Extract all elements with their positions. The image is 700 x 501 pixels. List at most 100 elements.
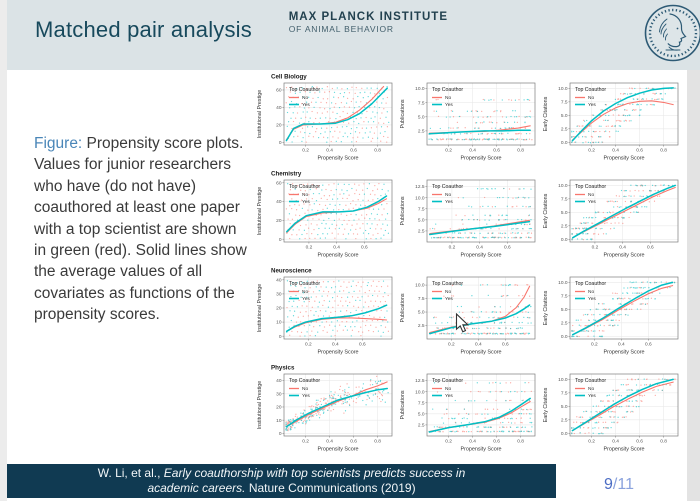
- svg-text:0.8: 0.8: [660, 439, 667, 445]
- svg-text:7.5: 7.5: [561, 390, 568, 396]
- svg-text:Propensity Score: Propensity Score: [460, 350, 501, 356]
- svg-text:0: 0: [279, 140, 282, 146]
- svg-text:0.2: 0.2: [448, 342, 455, 348]
- svg-text:Early Citations: Early Citations: [543, 96, 549, 131]
- svg-text:Top Coauthor: Top Coauthor: [575, 378, 606, 384]
- svg-text:0: 0: [279, 431, 282, 437]
- svg-text:30: 30: [276, 292, 282, 298]
- svg-text:0.0: 0.0: [561, 237, 568, 243]
- svg-text:No: No: [302, 289, 308, 295]
- svg-text:Yes: Yes: [302, 393, 310, 399]
- svg-text:Propensity Score: Propensity Score: [603, 253, 644, 259]
- panel-cell-biology-publications: 2.5 5.0 7.5 10.0 0.2 0.4 0.6 0.8 Top Coauthor NoY…: [400, 82, 536, 162]
- page-number: 9/11: [604, 476, 634, 493]
- svg-text:5.0: 5.0: [418, 411, 425, 417]
- citation-line1: W. Li, et al., Early coauthorship with t…: [97, 466, 466, 480]
- svg-text:Yes: Yes: [588, 296, 596, 302]
- svg-text:20: 20: [276, 306, 282, 312]
- svg-text:7.5: 7.5: [418, 100, 425, 106]
- svg-text:Yes: Yes: [302, 199, 310, 205]
- svg-text:0.4: 0.4: [475, 342, 482, 348]
- svg-text:Top Coauthor: Top Coauthor: [575, 87, 606, 93]
- svg-text:No: No: [588, 95, 594, 101]
- svg-text:Propensity Score: Propensity Score: [317, 350, 358, 356]
- svg-text:Top Coauthor: Top Coauthor: [289, 378, 320, 384]
- svg-text:0.2: 0.2: [588, 148, 595, 154]
- institute-name-line2: OF ANIMAL BEHAVIOR: [288, 24, 394, 34]
- svg-text:0.2: 0.2: [445, 439, 452, 445]
- svg-text:0.4: 0.4: [333, 245, 340, 251]
- svg-text:10.0: 10.0: [558, 86, 568, 92]
- panel-neuroscience-early-citations: 0.0 2.5 5.0 7.5 10.0 0.2 0.4 0.6 Top Coauthor NoY…: [543, 276, 679, 356]
- panel-chemistry-institutional-prestige: Chemistry 0 20 40 60 0.2 0.4 0.6 Top Coauthor NoY…: [257, 171, 393, 259]
- figure-caption: Figure: Propensity score plots. Values f…: [34, 133, 250, 325]
- svg-text:2.5: 2.5: [418, 423, 425, 429]
- svg-text:10.0: 10.0: [415, 195, 425, 201]
- svg-text:Cell Biology: Cell Biology: [271, 74, 307, 81]
- panel-cell-biology-institutional-prestige: Cell Biology 0 20 40 60 0.2 0.4 0.6 0.8 Top Coaut…: [257, 74, 393, 162]
- svg-text:7.5: 7.5: [418, 400, 425, 406]
- svg-text:Publications: Publications: [400, 293, 406, 322]
- svg-text:0.6: 0.6: [645, 342, 652, 348]
- svg-text:0.4: 0.4: [618, 342, 625, 348]
- svg-text:0.8: 0.8: [374, 439, 381, 445]
- svg-text:0.8: 0.8: [374, 148, 381, 154]
- panel-physics-publications: 2.5 5.0 7.5 10.0 12.5 0.2 0.4 0.6 0.8 Top Coautho…: [400, 373, 536, 453]
- svg-text:20: 20: [276, 405, 282, 411]
- svg-text:No: No: [302, 192, 308, 198]
- svg-text:0.2: 0.2: [445, 148, 452, 154]
- svg-text:Yes: Yes: [445, 199, 453, 205]
- svg-text:0.4: 0.4: [326, 148, 333, 154]
- svg-text:Institutional Prestige: Institutional Prestige: [257, 187, 263, 236]
- svg-text:0.6: 0.6: [502, 342, 509, 348]
- svg-text:7.5: 7.5: [561, 196, 568, 202]
- svg-text:Early Citations: Early Citations: [543, 387, 549, 422]
- svg-text:0.4: 0.4: [326, 439, 333, 445]
- viewer-left-margin: [0, 0, 7, 501]
- svg-text:0.6: 0.6: [493, 148, 500, 154]
- svg-text:40: 40: [276, 199, 282, 205]
- svg-text:Publications: Publications: [400, 196, 406, 225]
- svg-text:0.0: 0.0: [561, 431, 568, 437]
- svg-text:0.2: 0.2: [449, 245, 456, 251]
- svg-text:No: No: [588, 289, 594, 295]
- svg-text:20: 20: [276, 218, 282, 224]
- svg-text:Top Coauthor: Top Coauthor: [289, 281, 320, 287]
- svg-text:0.4: 0.4: [612, 439, 619, 445]
- svg-text:No: No: [445, 289, 451, 295]
- mouse-cursor-icon[interactable]: [455, 313, 471, 335]
- svg-text:No: No: [302, 386, 308, 392]
- svg-text:Yes: Yes: [588, 199, 596, 205]
- svg-text:Propensity Score: Propensity Score: [603, 447, 644, 453]
- svg-text:5.0: 5.0: [418, 114, 425, 120]
- svg-text:0.0: 0.0: [561, 334, 568, 340]
- svg-text:Top Coauthor: Top Coauthor: [432, 378, 463, 384]
- svg-text:Neuroscience: Neuroscience: [271, 268, 312, 275]
- svg-text:Propensity Score: Propensity Score: [603, 350, 644, 356]
- svg-text:Early Citations: Early Citations: [543, 193, 549, 228]
- svg-text:0.2: 0.2: [302, 148, 309, 154]
- svg-text:Top Coauthor: Top Coauthor: [289, 184, 320, 190]
- propensity-score-figure: Cell Biology 0 20 40 60 0.2 0.4 0.6 0.8 Top Coaut…: [253, 70, 682, 458]
- institute-name-line1: MAX PLANCK INSTITUTE: [288, 11, 448, 23]
- svg-text:40: 40: [276, 105, 282, 111]
- svg-text:Institutional Prestige: Institutional Prestige: [257, 284, 263, 333]
- svg-text:Top Coauthor: Top Coauthor: [575, 281, 606, 287]
- svg-text:20: 20: [276, 123, 282, 129]
- svg-text:7.5: 7.5: [418, 206, 425, 212]
- svg-text:Top Coauthor: Top Coauthor: [575, 184, 606, 190]
- slide-title: Matched pair analysis: [35, 17, 252, 42]
- svg-text:0.8: 0.8: [660, 148, 667, 154]
- svg-text:60: 60: [276, 180, 282, 186]
- svg-text:0.6: 0.6: [636, 148, 643, 154]
- svg-text:0.2: 0.2: [592, 245, 599, 251]
- svg-text:0.2: 0.2: [588, 439, 595, 445]
- svg-text:5.0: 5.0: [418, 310, 425, 316]
- svg-text:0.4: 0.4: [469, 148, 476, 154]
- svg-text:2.5: 2.5: [561, 223, 568, 229]
- viewer-right-margin: [687, 70, 700, 501]
- svg-text:0: 0: [279, 237, 282, 243]
- svg-text:0.4: 0.4: [332, 342, 339, 348]
- svg-text:2.5: 2.5: [561, 126, 568, 132]
